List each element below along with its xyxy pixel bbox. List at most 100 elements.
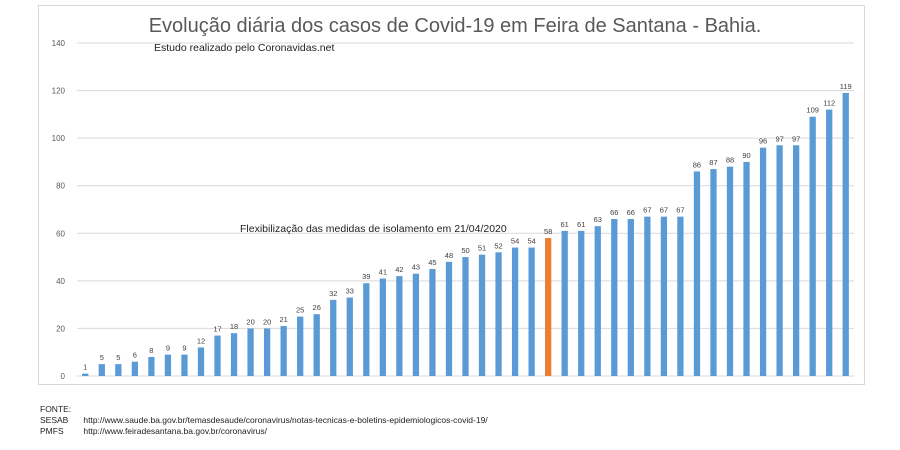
bar-value-label: 39 <box>362 272 370 281</box>
bar <box>644 216 651 376</box>
bar-value-label: 20 <box>246 317 254 326</box>
bar-value-label: 43 <box>412 263 420 272</box>
source-block: FONTE: SESAB http://www.saude.ba.gov.br/… <box>40 404 488 437</box>
chart-frame: Evolução diária dos casos de Covid-19 em… <box>38 5 865 385</box>
bar <box>313 314 320 376</box>
bar <box>528 247 535 376</box>
bar <box>842 92 849 376</box>
y-tick-label: 40 <box>56 277 65 286</box>
bar-value-label: 61 <box>577 220 585 229</box>
y-tick-label: 20 <box>56 324 65 333</box>
bar <box>346 297 353 376</box>
bar <box>181 354 188 376</box>
bar <box>197 347 205 376</box>
bar <box>280 326 287 376</box>
highlighted-bar <box>545 238 552 376</box>
bar-value-label: 5 <box>116 353 120 362</box>
bar-value-label: 32 <box>329 289 337 298</box>
source-row-sesab: SESAB http://www.saude.ba.gov.br/temasde… <box>40 415 488 426</box>
bar <box>776 145 783 376</box>
y-tick-label: 80 <box>56 182 65 191</box>
bar <box>809 116 816 377</box>
bar <box>379 278 386 376</box>
bar <box>826 109 833 376</box>
bar-chart: Evolução diária dos casos de Covid-19 em… <box>52 15 854 381</box>
bar <box>627 219 634 376</box>
bar-value-label: 66 <box>610 208 618 217</box>
y-tick-label: 60 <box>56 229 65 238</box>
bar-value-label: 112 <box>823 99 835 108</box>
bar-value-label: 97 <box>775 134 783 143</box>
bar <box>98 364 105 376</box>
bar <box>429 268 436 376</box>
bar <box>561 230 568 376</box>
bar-value-label: 61 <box>561 220 569 229</box>
bar <box>297 316 304 376</box>
bar <box>115 364 122 376</box>
bar-value-label: 17 <box>213 325 221 334</box>
bar-value-label: 9 <box>182 344 186 353</box>
bar <box>148 356 155 376</box>
bar-value-label: 67 <box>676 206 684 215</box>
bar-value-label: 90 <box>742 151 750 160</box>
y-tick-label: 0 <box>61 372 66 381</box>
bar-value-label: 86 <box>693 160 701 169</box>
bar <box>677 216 684 376</box>
bar-value-label: 20 <box>263 317 271 326</box>
bar-value-label: 6 <box>133 351 137 360</box>
bar-value-label: 51 <box>478 244 486 253</box>
bar <box>759 147 767 376</box>
y-tick-label: 120 <box>52 87 66 96</box>
bar-value-label: 97 <box>792 134 800 143</box>
bar <box>578 230 585 376</box>
bar-value-label: 26 <box>313 303 321 312</box>
bar <box>710 169 717 376</box>
bar-value-label: 50 <box>461 246 469 255</box>
bar-value-label: 87 <box>709 158 717 167</box>
bar-value-label: 33 <box>346 287 354 296</box>
bar-value-label: 12 <box>197 336 205 345</box>
chart-subtitle: Estudo realizado pelo Coronavidas.net <box>154 42 334 54</box>
bar-value-label: 45 <box>428 258 436 267</box>
bar <box>594 226 601 376</box>
y-axis-ticks: 0 20 40 60 80 100 120 140 <box>52 39 66 381</box>
bar <box>396 276 403 376</box>
bar-value-label: 9 <box>166 344 170 353</box>
bar-value-label: 25 <box>296 306 304 315</box>
bar-value-label: 1 <box>83 363 87 372</box>
bar <box>462 257 469 376</box>
bar <box>363 283 370 376</box>
bar <box>511 247 519 376</box>
bar <box>230 333 238 376</box>
bar-value-label: 96 <box>759 137 767 146</box>
bar-value-label: 8 <box>149 346 153 355</box>
bars <box>82 92 849 377</box>
bar-value-label: 66 <box>627 208 635 217</box>
source-row-pmfs: PMFS http://www.feiradesantana.ba.gov.br… <box>40 426 488 437</box>
bar-value-label: 119 <box>840 82 852 91</box>
bar <box>693 171 701 376</box>
chart-annotation: Flexibilização das medidas de isolamento… <box>240 223 507 235</box>
data-labels: 1 5 5 6 8 9 9 12 17 18 20 20 21 25 26 32 33 39 41 42 43 45 48 5… <box>83 82 852 372</box>
bar <box>164 354 172 376</box>
bar <box>263 328 271 376</box>
bar-value-label: 58 <box>544 227 552 236</box>
bar <box>726 166 734 376</box>
source-url: http://www.saude.ba.gov.br/temasdesaude/… <box>83 415 488 425</box>
bar-value-label: 42 <box>395 265 403 274</box>
bar-value-label: 52 <box>494 241 502 250</box>
bar <box>82 373 89 376</box>
bar <box>131 361 138 376</box>
bar <box>793 145 800 376</box>
bar-value-label: 41 <box>379 267 387 276</box>
source-url: http://www.feiradesantana.ba.gov.br/coro… <box>83 426 268 436</box>
bar-value-label: 21 <box>279 315 287 324</box>
bar-value-label: 88 <box>726 156 734 165</box>
bar-value-label: 5 <box>100 353 104 362</box>
bar <box>660 216 668 376</box>
bar-value-label: 48 <box>445 251 453 260</box>
bar <box>330 299 337 376</box>
bar-value-label: 109 <box>806 106 819 115</box>
source-label: PMFS <box>40 426 64 436</box>
bar <box>214 335 221 376</box>
